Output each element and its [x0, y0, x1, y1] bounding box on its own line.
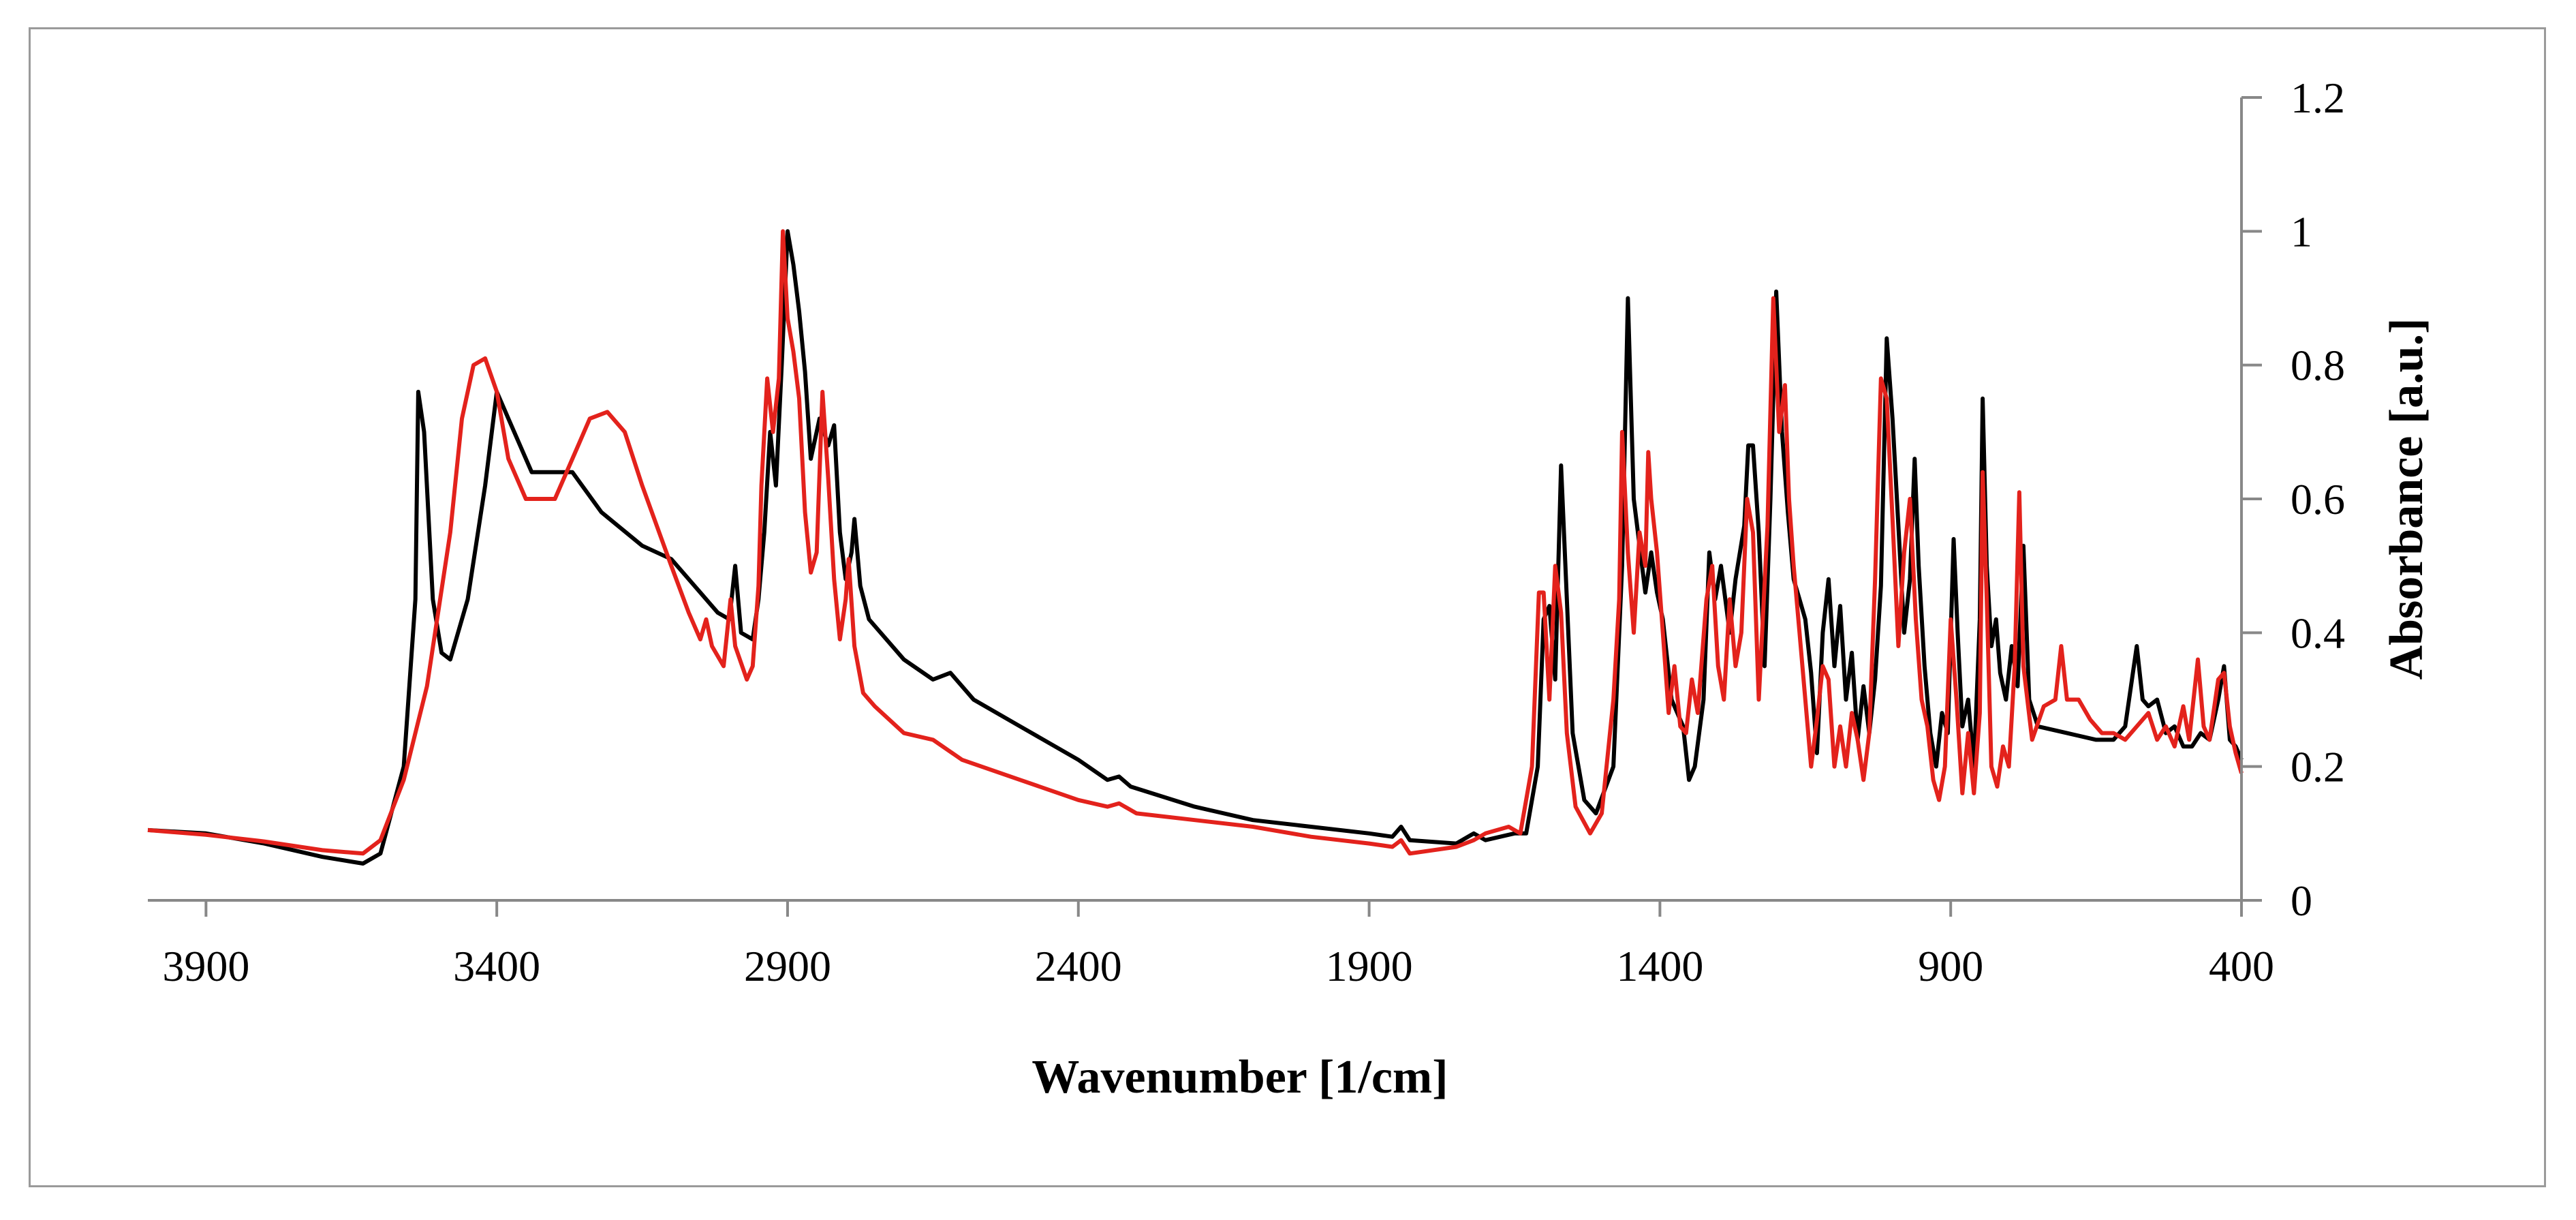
series-line-red-spectrum: [147, 229, 2244, 856]
chart-frame: 3900 3400 2900 2400 1900 1400 900 400 0 0.2 0.4 0.…: [29, 27, 2546, 1187]
x-ticks: 3900 3400 2900 2400 1900 1400 900 400: [162, 900, 2274, 990]
y-tick-label: 0.4: [2291, 609, 2345, 657]
x-tick-label: 1900: [1326, 942, 1413, 990]
plot-lines: [147, 229, 2244, 866]
y-tick-label: 1.2: [2291, 74, 2345, 122]
y-axis-title: Absorbance [a.u.]: [2380, 318, 2433, 680]
x-tick-label: 2900: [744, 942, 831, 990]
y-tick-label: 0.2: [2291, 743, 2345, 791]
x-tick-label: 400: [2209, 942, 2274, 990]
y-tick-label: 0.8: [2291, 341, 2345, 390]
y-tick-label: 1: [2291, 207, 2312, 256]
x-tick-label: 900: [1918, 942, 1983, 990]
y-ticks: 0 0.2 0.4 0.6 0.8 1 1.2: [2241, 74, 2345, 925]
y-tick-label: 0.6: [2291, 475, 2345, 523]
y-tick-label: 0: [2291, 876, 2312, 925]
chart: 3900 3400 2900 2400 1900 1400 900 400 0 0.2 0.4 0.…: [147, 74, 2433, 1103]
series-line-black-spectrum: [147, 229, 2244, 866]
x-tick-label: 3900: [162, 942, 249, 990]
x-tick-label: 1400: [1616, 942, 1703, 990]
x-tick-label: 2400: [1035, 942, 1122, 990]
x-axis-title: Wavenumber [1/cm]: [1031, 1051, 1448, 1103]
x-tick-label: 3400: [453, 942, 540, 990]
